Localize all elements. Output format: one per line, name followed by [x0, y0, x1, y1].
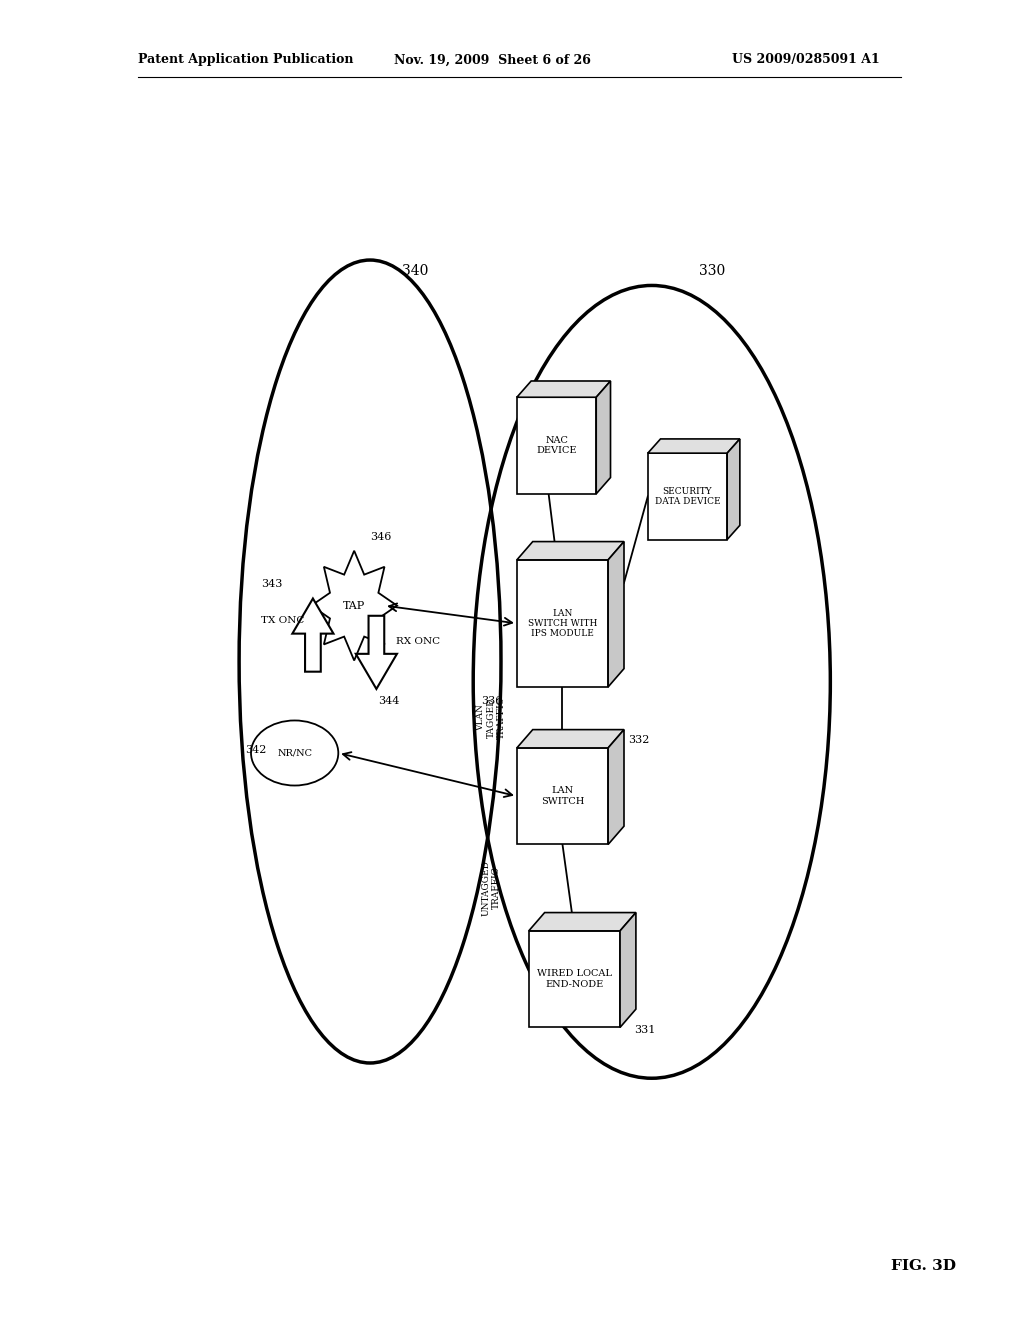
- Polygon shape: [292, 598, 334, 672]
- Polygon shape: [517, 560, 608, 686]
- Text: TAP: TAP: [343, 601, 366, 611]
- Text: LAN
SWITCH: LAN SWITCH: [541, 787, 584, 807]
- Text: 342: 342: [246, 744, 267, 755]
- Polygon shape: [620, 912, 636, 1027]
- Text: RX ONC: RX ONC: [396, 636, 440, 645]
- Text: Patent Application Publication: Patent Application Publication: [138, 53, 353, 66]
- Text: 340: 340: [401, 264, 428, 279]
- Text: VLAN
TAGGED
TRAFFIC: VLAN TAGGED TRAFFIC: [476, 696, 507, 739]
- Text: US 2009/0285091 A1: US 2009/0285091 A1: [732, 53, 880, 66]
- Polygon shape: [648, 440, 740, 453]
- Polygon shape: [596, 381, 610, 494]
- Polygon shape: [355, 616, 397, 689]
- Text: SECURITY
DATA DEVICE: SECURITY DATA DEVICE: [654, 487, 720, 506]
- Polygon shape: [648, 453, 727, 540]
- Text: 332: 332: [628, 735, 649, 744]
- Text: WIRED LOCAL
END-NODE: WIRED LOCAL END-NODE: [537, 969, 612, 989]
- Polygon shape: [528, 931, 620, 1027]
- Polygon shape: [517, 730, 624, 748]
- Text: FIG. 3D: FIG. 3D: [891, 1259, 955, 1272]
- Polygon shape: [311, 550, 397, 660]
- Polygon shape: [608, 541, 624, 686]
- Polygon shape: [517, 397, 596, 494]
- Polygon shape: [517, 748, 608, 845]
- Polygon shape: [727, 440, 740, 540]
- Text: 336: 336: [481, 696, 503, 706]
- Text: Nov. 19, 2009  Sheet 6 of 26: Nov. 19, 2009 Sheet 6 of 26: [394, 53, 591, 66]
- Text: 331: 331: [634, 1024, 655, 1035]
- Text: 343: 343: [261, 579, 283, 589]
- Polygon shape: [528, 912, 636, 931]
- Text: 330: 330: [699, 264, 726, 279]
- Polygon shape: [517, 381, 610, 397]
- Text: LAN
SWITCH WITH
IPS MODULE: LAN SWITCH WITH IPS MODULE: [527, 609, 597, 639]
- Polygon shape: [608, 730, 624, 845]
- Polygon shape: [517, 541, 624, 560]
- Text: UNTAGGED
TRAFFIC: UNTAGGED TRAFFIC: [481, 859, 501, 916]
- Text: 346: 346: [370, 532, 391, 541]
- Text: NAC
DEVICE: NAC DEVICE: [537, 436, 577, 455]
- Text: TX ONC: TX ONC: [261, 616, 305, 626]
- Text: NR/NC: NR/NC: [278, 748, 312, 758]
- Text: 344: 344: [378, 696, 399, 706]
- Ellipse shape: [251, 721, 338, 785]
